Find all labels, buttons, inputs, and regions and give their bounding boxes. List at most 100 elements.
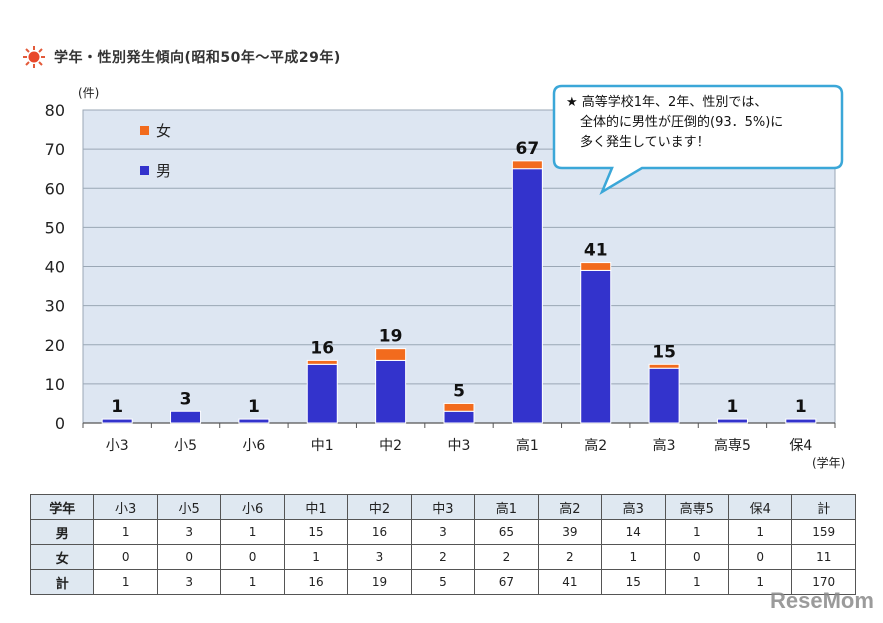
- table-row: 女 0 0 0 1 3 2 2 2 1 0 0 11: [29, 544, 856, 570]
- table-cell: 3: [410, 519, 476, 545]
- table-cell: 19: [347, 569, 412, 595]
- y-tick-label: 20: [45, 336, 65, 355]
- y-tick-label: 60: [45, 179, 65, 198]
- y-tick-label: 80: [45, 101, 65, 120]
- data-label: 3: [180, 389, 192, 409]
- table-cell: 0: [156, 544, 222, 570]
- table-cell: 1: [664, 519, 729, 545]
- y-axis-label: (件): [78, 86, 99, 100]
- table-row: 計 1 3 1 16 19 5 67 41 15 1 1 170: [29, 569, 856, 595]
- table-cell: 1: [727, 519, 793, 545]
- bar-male: [785, 418, 817, 424]
- data-label: 41: [584, 241, 608, 261]
- data-table: 学年 小3 小5 小6 中1 中2 中3 高1 高2 高3 高専5 保4 計 男 1 3 1 15 16 3 65 39…: [29, 494, 856, 595]
- table-cell: 0: [727, 544, 793, 570]
- table-row-header: 計: [29, 569, 95, 595]
- table-cell: 1: [601, 544, 666, 570]
- data-label: 5: [453, 381, 465, 401]
- x-tick-label: 保4: [789, 438, 812, 454]
- table-cell: 2: [474, 544, 539, 570]
- data-label: 1: [248, 397, 260, 417]
- table-row-header: 女: [29, 544, 95, 570]
- table-column-header: 保4: [727, 494, 793, 520]
- table-row-header: 男: [29, 519, 95, 545]
- sun-icon: [23, 46, 45, 68]
- table-cell: 1: [220, 519, 285, 545]
- table-cell: 170: [791, 569, 856, 595]
- table-cell: 2: [410, 544, 476, 570]
- table-header-row: 学年 小3 小5 小6 中1 中2 中3 高1 高2 高3 高専5 保4 計: [29, 494, 856, 520]
- table-column-header: 小5: [156, 494, 222, 520]
- bar-female: [511, 160, 543, 170]
- x-tick-label: 高専5: [714, 437, 751, 454]
- table-cell: 3: [156, 519, 222, 545]
- table-column-header: 中2: [347, 494, 412, 520]
- table-column-header: 高専5: [664, 494, 729, 520]
- bar-male: [443, 410, 475, 424]
- legend-swatch: [140, 126, 149, 135]
- bar-male: [238, 418, 270, 424]
- table-cell: 3: [156, 569, 222, 595]
- callout-line: 多く発生しています！: [580, 135, 710, 150]
- callout-bubble: [552, 84, 844, 196]
- y-tick-label: 70: [45, 140, 65, 159]
- y-tick-label: 0: [55, 414, 65, 433]
- x-tick-label: 中1: [311, 438, 334, 454]
- table-cell: 1: [220, 569, 285, 595]
- table-row: 男 1 3 1 15 16 3 65 39 14 1 1 159: [29, 519, 856, 545]
- y-tick-label: 40: [45, 258, 65, 277]
- x-axis-label: (学年): [812, 455, 845, 470]
- table-corner-header: 学年: [29, 494, 95, 520]
- table-cell: 15: [601, 569, 666, 595]
- bar-chart: 0 10 20 30 40 50 60 70 80 (件) (学年) 小3 1 小5 3 小6 1 中1 16 中2 1…: [45, 86, 846, 470]
- table-cell: 15: [283, 519, 349, 545]
- callout-box: ★ 高等学校1年、2年、性別では、 全体的に男性が圧倒的(93．5%)に 多く発…: [552, 84, 844, 196]
- bar-male: [648, 367, 680, 424]
- table-cell: 159: [791, 519, 856, 545]
- y-tick-label: 10: [45, 375, 65, 394]
- table-cell: 67: [474, 569, 539, 595]
- table-cell: 41: [537, 569, 603, 595]
- legend-label: 女: [156, 122, 171, 140]
- x-tick-label: 中2: [379, 438, 402, 454]
- x-tick-label: 小3: [106, 438, 129, 454]
- y-tick-label: 30: [45, 297, 65, 316]
- table-cell: 0: [220, 544, 285, 570]
- table-cell: 2: [537, 544, 603, 570]
- table-cell: 11: [791, 544, 856, 570]
- bar-female: [375, 348, 407, 361]
- table-column-header: 小6: [220, 494, 285, 520]
- bar-male: [511, 168, 543, 424]
- y-tick-label: 50: [45, 218, 65, 237]
- bar-male: [170, 410, 202, 424]
- watermark-logo: ReseMom: [770, 588, 874, 613]
- chart-title-group: 学年・性別発生傾向(昭和50年〜平成29年): [22, 44, 341, 70]
- table-cell: 14: [601, 519, 666, 545]
- legend-swatch: [140, 166, 149, 175]
- x-tick-label: 小5: [174, 438, 197, 454]
- table-cell: 0: [664, 544, 729, 570]
- bar-male: [101, 418, 133, 424]
- table-cell: 1: [727, 569, 793, 595]
- table-cell: 16: [283, 569, 349, 595]
- data-label: 67: [516, 139, 540, 159]
- bar-female: [306, 359, 338, 365]
- callout-line: ★ 高等学校1年、2年、性別では、: [566, 95, 768, 110]
- x-tick-label: 高1: [516, 437, 539, 454]
- table-column-header: 高1: [474, 494, 539, 520]
- bar-male: [306, 363, 338, 424]
- bar-male: [375, 359, 407, 424]
- bar-female: [580, 262, 612, 271]
- x-tick-label: 高3: [653, 437, 676, 454]
- table-cell: 1: [93, 569, 158, 595]
- bar-male: [716, 418, 748, 424]
- chart-title: 学年・性別発生傾向(昭和50年〜平成29年): [54, 50, 341, 66]
- data-label: 1: [795, 397, 807, 417]
- x-tick-label: 高2: [584, 437, 607, 454]
- table-column-header: 高3: [601, 494, 666, 520]
- data-label: 15: [652, 342, 676, 362]
- bar-female: [443, 402, 475, 412]
- bar-male: [580, 269, 612, 424]
- table-column-header: 中3: [410, 494, 476, 520]
- table-column-header: 小3: [93, 494, 158, 520]
